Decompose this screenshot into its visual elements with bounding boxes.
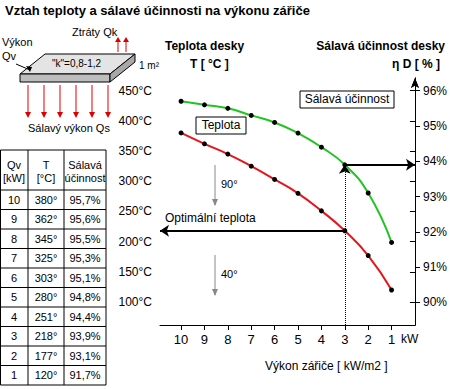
svg-text:94,4%: 94,4% bbox=[69, 311, 100, 323]
svg-text:6: 6 bbox=[271, 332, 278, 347]
svg-text:95,1%: 95,1% bbox=[69, 272, 100, 284]
svg-text:Ztráty Qk: Ztráty Qk bbox=[72, 26, 118, 38]
svg-text:177°: 177° bbox=[35, 350, 58, 362]
svg-text:Sálavý výkon Qs: Sálavý výkon Qs bbox=[28, 122, 110, 134]
svg-text:100°C: 100°C bbox=[119, 295, 153, 309]
svg-text:1: 1 bbox=[11, 369, 17, 381]
svg-text:251°: 251° bbox=[35, 311, 58, 323]
svg-text:93,1%: 93,1% bbox=[69, 350, 100, 362]
svg-text:200°C: 200°C bbox=[119, 235, 153, 249]
svg-text:Výkon zářiče [ kW/m2 ]: Výkon zářiče [ kW/m2 ] bbox=[265, 359, 388, 373]
svg-text:95%: 95% bbox=[423, 119, 447, 133]
svg-text:Optimální teplota: Optimální teplota bbox=[165, 211, 256, 225]
svg-text:380°: 380° bbox=[35, 194, 58, 206]
svg-text:95,7%: 95,7% bbox=[69, 194, 100, 206]
svg-text:[kW]: [kW] bbox=[3, 172, 25, 184]
svg-text:8: 8 bbox=[11, 233, 17, 245]
svg-text:280°: 280° bbox=[35, 291, 58, 303]
svg-text:T: T bbox=[43, 159, 50, 171]
svg-text:Teplota: Teplota bbox=[202, 118, 241, 132]
svg-text:250°C: 250°C bbox=[119, 204, 153, 218]
svg-text:93,9%: 93,9% bbox=[69, 330, 100, 342]
svg-text:Sálavá účinnost: Sálavá účinnost bbox=[305, 92, 390, 106]
svg-text:1: 1 bbox=[388, 332, 395, 347]
svg-text:7: 7 bbox=[248, 332, 255, 347]
svg-text:1 m²: 1 m² bbox=[139, 60, 160, 71]
svg-text:Qv: Qv bbox=[2, 50, 17, 62]
svg-text:Qv: Qv bbox=[7, 159, 22, 171]
svg-text:150°C: 150°C bbox=[119, 265, 153, 279]
svg-text:Sálavá účinnost desky: Sálavá účinnost desky bbox=[316, 39, 445, 53]
svg-text:95,6%: 95,6% bbox=[69, 213, 100, 225]
svg-text:94,8%: 94,8% bbox=[69, 291, 100, 303]
svg-text:90°: 90° bbox=[221, 178, 238, 190]
svg-text:218°: 218° bbox=[35, 330, 58, 342]
svg-text:9: 9 bbox=[201, 332, 208, 347]
svg-text:95,5%: 95,5% bbox=[69, 233, 100, 245]
svg-text:η D [ % ]: η D [ % ] bbox=[392, 57, 440, 71]
svg-text:2: 2 bbox=[11, 350, 17, 362]
svg-text:7: 7 bbox=[11, 252, 17, 264]
svg-text:450°C: 450°C bbox=[119, 84, 153, 98]
svg-text:T [ °C ]: T [ °C ] bbox=[190, 57, 229, 71]
svg-text:300°C: 300°C bbox=[119, 174, 153, 188]
svg-text:10: 10 bbox=[174, 332, 188, 347]
svg-text:Teplota desky: Teplota desky bbox=[165, 39, 244, 53]
svg-text:4: 4 bbox=[318, 332, 325, 347]
svg-text:120°: 120° bbox=[35, 369, 58, 381]
svg-text:92%: 92% bbox=[423, 225, 447, 239]
svg-text:40°: 40° bbox=[221, 268, 238, 280]
svg-text:9: 9 bbox=[11, 213, 17, 225]
svg-text:8: 8 bbox=[224, 332, 231, 347]
svg-text:2: 2 bbox=[365, 332, 372, 347]
svg-text:"k"=0,8-1,2: "k"=0,8-1,2 bbox=[52, 58, 102, 69]
svg-text:10: 10 bbox=[8, 194, 20, 206]
svg-text:90%: 90% bbox=[423, 295, 447, 309]
svg-text:3: 3 bbox=[11, 330, 17, 342]
svg-text:400°C: 400°C bbox=[119, 114, 153, 128]
svg-text:Sálavá: Sálavá bbox=[68, 159, 103, 171]
svg-text:303°: 303° bbox=[35, 272, 58, 284]
svg-text:účinnost: účinnost bbox=[65, 172, 106, 184]
svg-text:Výkon: Výkon bbox=[2, 36, 33, 48]
svg-text:96%: 96% bbox=[423, 84, 447, 98]
svg-text:93%: 93% bbox=[423, 190, 447, 204]
svg-text:Vztah teploty a sálavé účinnos: Vztah teploty a sálavé účinnosti na výko… bbox=[5, 3, 310, 18]
svg-text:6: 6 bbox=[11, 272, 17, 284]
svg-text:kW: kW bbox=[401, 332, 419, 346]
svg-text:3: 3 bbox=[341, 332, 348, 347]
svg-text:345°: 345° bbox=[35, 233, 58, 245]
svg-text:4: 4 bbox=[11, 311, 17, 323]
svg-text:325°: 325° bbox=[35, 252, 58, 264]
svg-text:[°C]: [°C] bbox=[37, 172, 55, 184]
svg-text:91,7%: 91,7% bbox=[69, 369, 100, 381]
svg-text:362°: 362° bbox=[35, 213, 58, 225]
svg-text:91%: 91% bbox=[423, 260, 447, 274]
svg-text:5: 5 bbox=[11, 291, 17, 303]
svg-text:5: 5 bbox=[294, 332, 301, 347]
svg-text:350°C: 350°C bbox=[119, 144, 153, 158]
svg-text:95,3%: 95,3% bbox=[69, 252, 100, 264]
svg-text:94%: 94% bbox=[423, 154, 447, 168]
